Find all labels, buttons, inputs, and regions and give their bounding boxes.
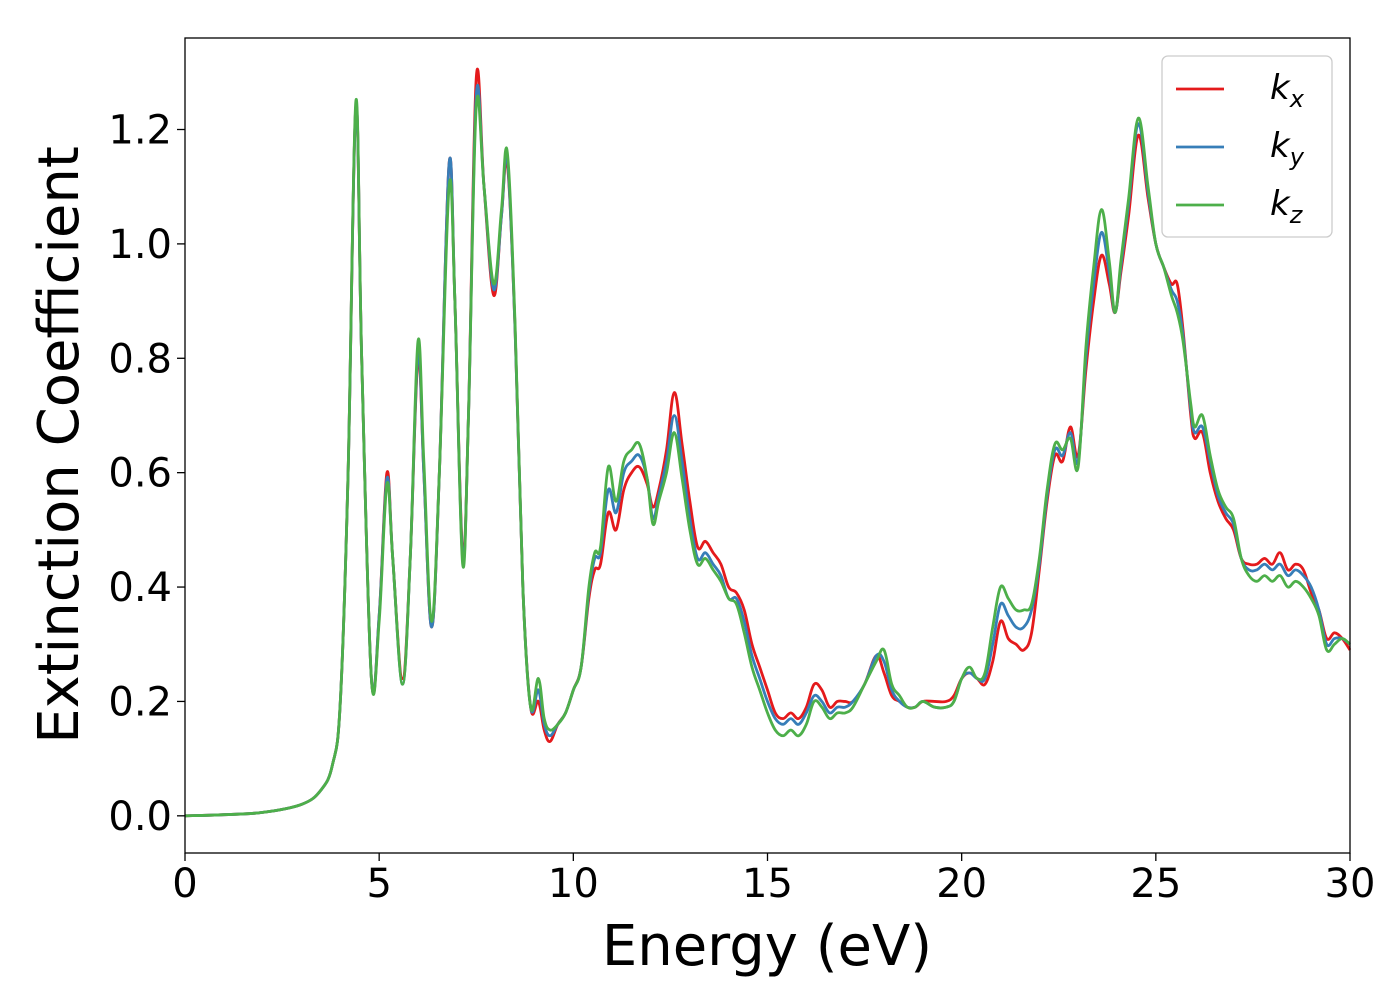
y-tick-label: 0.8	[108, 336, 172, 382]
legend-label-k-y: ky	[1270, 126, 1305, 171]
series-layer	[184, 67, 1352, 818]
y-tick-label: 0.0	[108, 794, 172, 840]
legend-label-k-x: kx	[1270, 68, 1305, 113]
y-tick-label: 1.0	[108, 222, 172, 268]
x-axis-ticks: 0 5 10 15 20 25 30	[172, 853, 1375, 907]
x-tick-label: 10	[548, 861, 599, 907]
x-tick-label: 0	[172, 861, 197, 907]
y-tick-label: 1.2	[108, 108, 172, 154]
legend-box	[1161, 55, 1333, 238]
x-tick-label: 30	[1325, 861, 1376, 907]
y-tick-label: 0.2	[108, 679, 172, 725]
x-tick-label: 20	[936, 861, 987, 907]
x-axis-title: Energy (eV)	[602, 914, 932, 979]
x-tick-label: 25	[1130, 861, 1181, 907]
y-axis-title: Extinction Coefficient	[27, 146, 92, 744]
x-tick-label: 15	[742, 861, 793, 907]
y-tick-label: 0.4	[108, 565, 172, 611]
y-axis-ticks: 0.0 0.2 0.4 0.6 0.8 1.0 1.2	[108, 108, 185, 840]
series-line-k-z	[184, 94, 1351, 818]
y-tick-label: 0.6	[108, 451, 172, 497]
legend: kx ky kz	[1161, 55, 1333, 238]
x-tick-label: 5	[366, 861, 391, 907]
legend-label-k-z: kz	[1270, 184, 1304, 229]
